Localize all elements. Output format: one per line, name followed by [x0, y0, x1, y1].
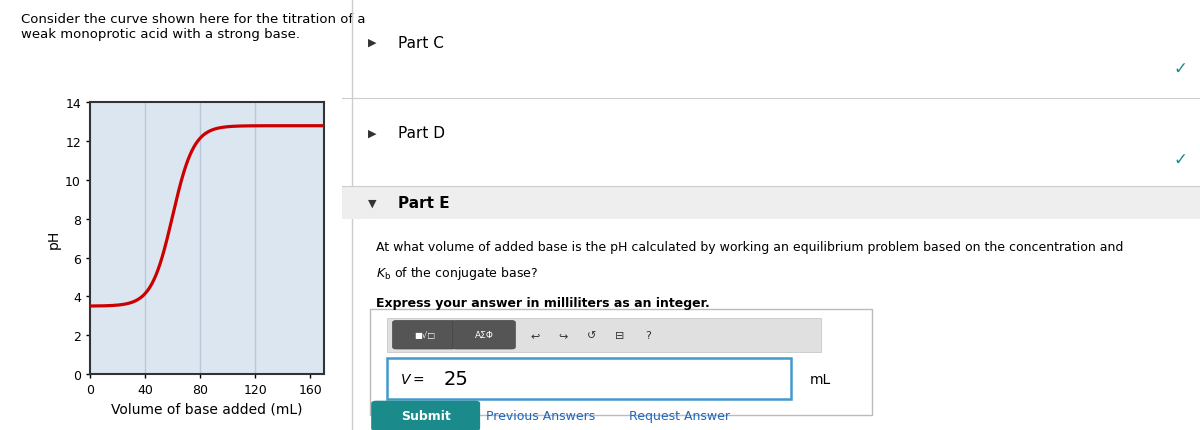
Text: ■√□: ■√□	[414, 331, 434, 339]
Text: ΑΣΦ: ΑΣΦ	[475, 331, 494, 339]
Text: ⊟: ⊟	[616, 330, 625, 340]
Text: Part C: Part C	[397, 36, 444, 50]
Text: ▶: ▶	[367, 38, 377, 48]
FancyBboxPatch shape	[392, 321, 455, 349]
FancyBboxPatch shape	[386, 359, 791, 399]
Text: ✓: ✓	[1174, 150, 1187, 168]
Text: ▶: ▶	[367, 128, 377, 138]
Text: Part D: Part D	[397, 126, 445, 141]
FancyBboxPatch shape	[342, 187, 1200, 219]
FancyBboxPatch shape	[386, 318, 821, 352]
Text: $V =$: $V =$	[401, 372, 425, 386]
Text: ↩: ↩	[530, 330, 540, 340]
Text: ↪: ↪	[559, 330, 568, 340]
Text: ?: ?	[646, 330, 652, 340]
Text: $\mathit{K}_\mathregular{b}$ of the conjugate base?: $\mathit{K}_\mathregular{b}$ of the conj…	[377, 264, 539, 282]
Text: Previous Answers: Previous Answers	[486, 409, 595, 422]
FancyBboxPatch shape	[452, 321, 515, 349]
Text: ▼: ▼	[367, 198, 377, 208]
Text: Part E: Part E	[397, 196, 449, 210]
Text: Request Answer: Request Answer	[630, 409, 731, 422]
X-axis label: Volume of base added (mL): Volume of base added (mL)	[112, 402, 302, 415]
Y-axis label: pH: pH	[47, 229, 61, 248]
Text: Consider the curve shown here for the titration of a
weak monoprotic acid with a: Consider the curve shown here for the ti…	[20, 13, 365, 41]
FancyBboxPatch shape	[371, 310, 872, 415]
Text: At what volume of added base is the pH calculated by working an equilibrium prob: At what volume of added base is the pH c…	[377, 241, 1123, 254]
Text: ↺: ↺	[587, 330, 596, 340]
Text: 25: 25	[443, 369, 468, 388]
Text: Express your answer in milliliters as an integer.: Express your answer in milliliters as an…	[377, 297, 710, 310]
Text: Submit: Submit	[401, 409, 451, 422]
FancyBboxPatch shape	[371, 401, 480, 430]
Text: mL: mL	[810, 372, 830, 386]
Text: ✓: ✓	[1174, 60, 1187, 78]
